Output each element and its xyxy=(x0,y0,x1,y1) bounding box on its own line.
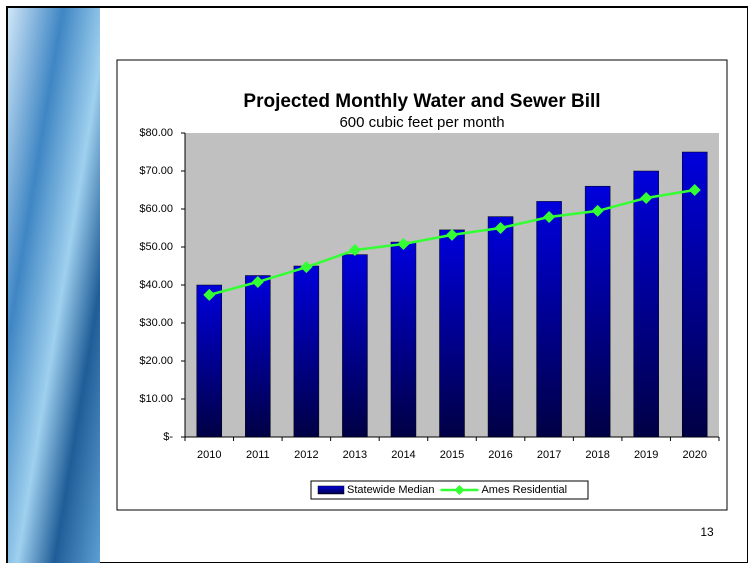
bar xyxy=(342,255,367,437)
slide: Projected Monthly Water and Sewer Bill 6… xyxy=(0,0,748,563)
bar xyxy=(440,230,465,437)
y-tick-label: $70.00 xyxy=(139,165,173,177)
x-tick-label: 2011 xyxy=(246,449,270,461)
y-tick-label: $50.00 xyxy=(139,241,173,253)
x-tick-label: 2014 xyxy=(391,449,415,461)
x-tick-label: 2016 xyxy=(488,449,512,461)
x-tick-label: 2012 xyxy=(294,449,318,461)
bar xyxy=(634,171,659,437)
x-tick-label: 2010 xyxy=(197,449,221,461)
y-tick-label: $80.00 xyxy=(139,127,173,139)
bar xyxy=(537,201,562,437)
y-tick-label: $20.00 xyxy=(139,355,173,367)
bar xyxy=(197,285,222,437)
legend-label: Statewide Median xyxy=(347,484,434,496)
y-tick-label: $40.00 xyxy=(139,279,173,291)
x-tick-label: 2019 xyxy=(634,449,658,461)
y-tick-label: $- xyxy=(163,431,173,443)
y-tick-label: $30.00 xyxy=(139,317,173,329)
water-image xyxy=(8,8,100,563)
legend-label: Ames Residential xyxy=(481,484,567,496)
x-tick-label: 2015 xyxy=(440,449,464,461)
chart-subtitle: 600 cubic feet per month xyxy=(339,114,504,131)
x-tick-label: 2018 xyxy=(585,449,609,461)
x-tick-label: 2020 xyxy=(682,449,706,461)
bar xyxy=(488,217,513,437)
legend-swatch xyxy=(318,486,344,494)
chart-title: Projected Monthly Water and Sewer Bill xyxy=(243,91,600,112)
x-tick-label: 2013 xyxy=(343,449,367,461)
bar xyxy=(585,186,610,437)
bar xyxy=(294,266,319,437)
bar xyxy=(245,276,270,438)
bar xyxy=(391,242,416,437)
x-tick-label: 2017 xyxy=(537,449,561,461)
page-number: 13 xyxy=(700,525,714,539)
y-tick-label: $60.00 xyxy=(139,203,173,215)
y-tick-label: $10.00 xyxy=(139,393,173,405)
